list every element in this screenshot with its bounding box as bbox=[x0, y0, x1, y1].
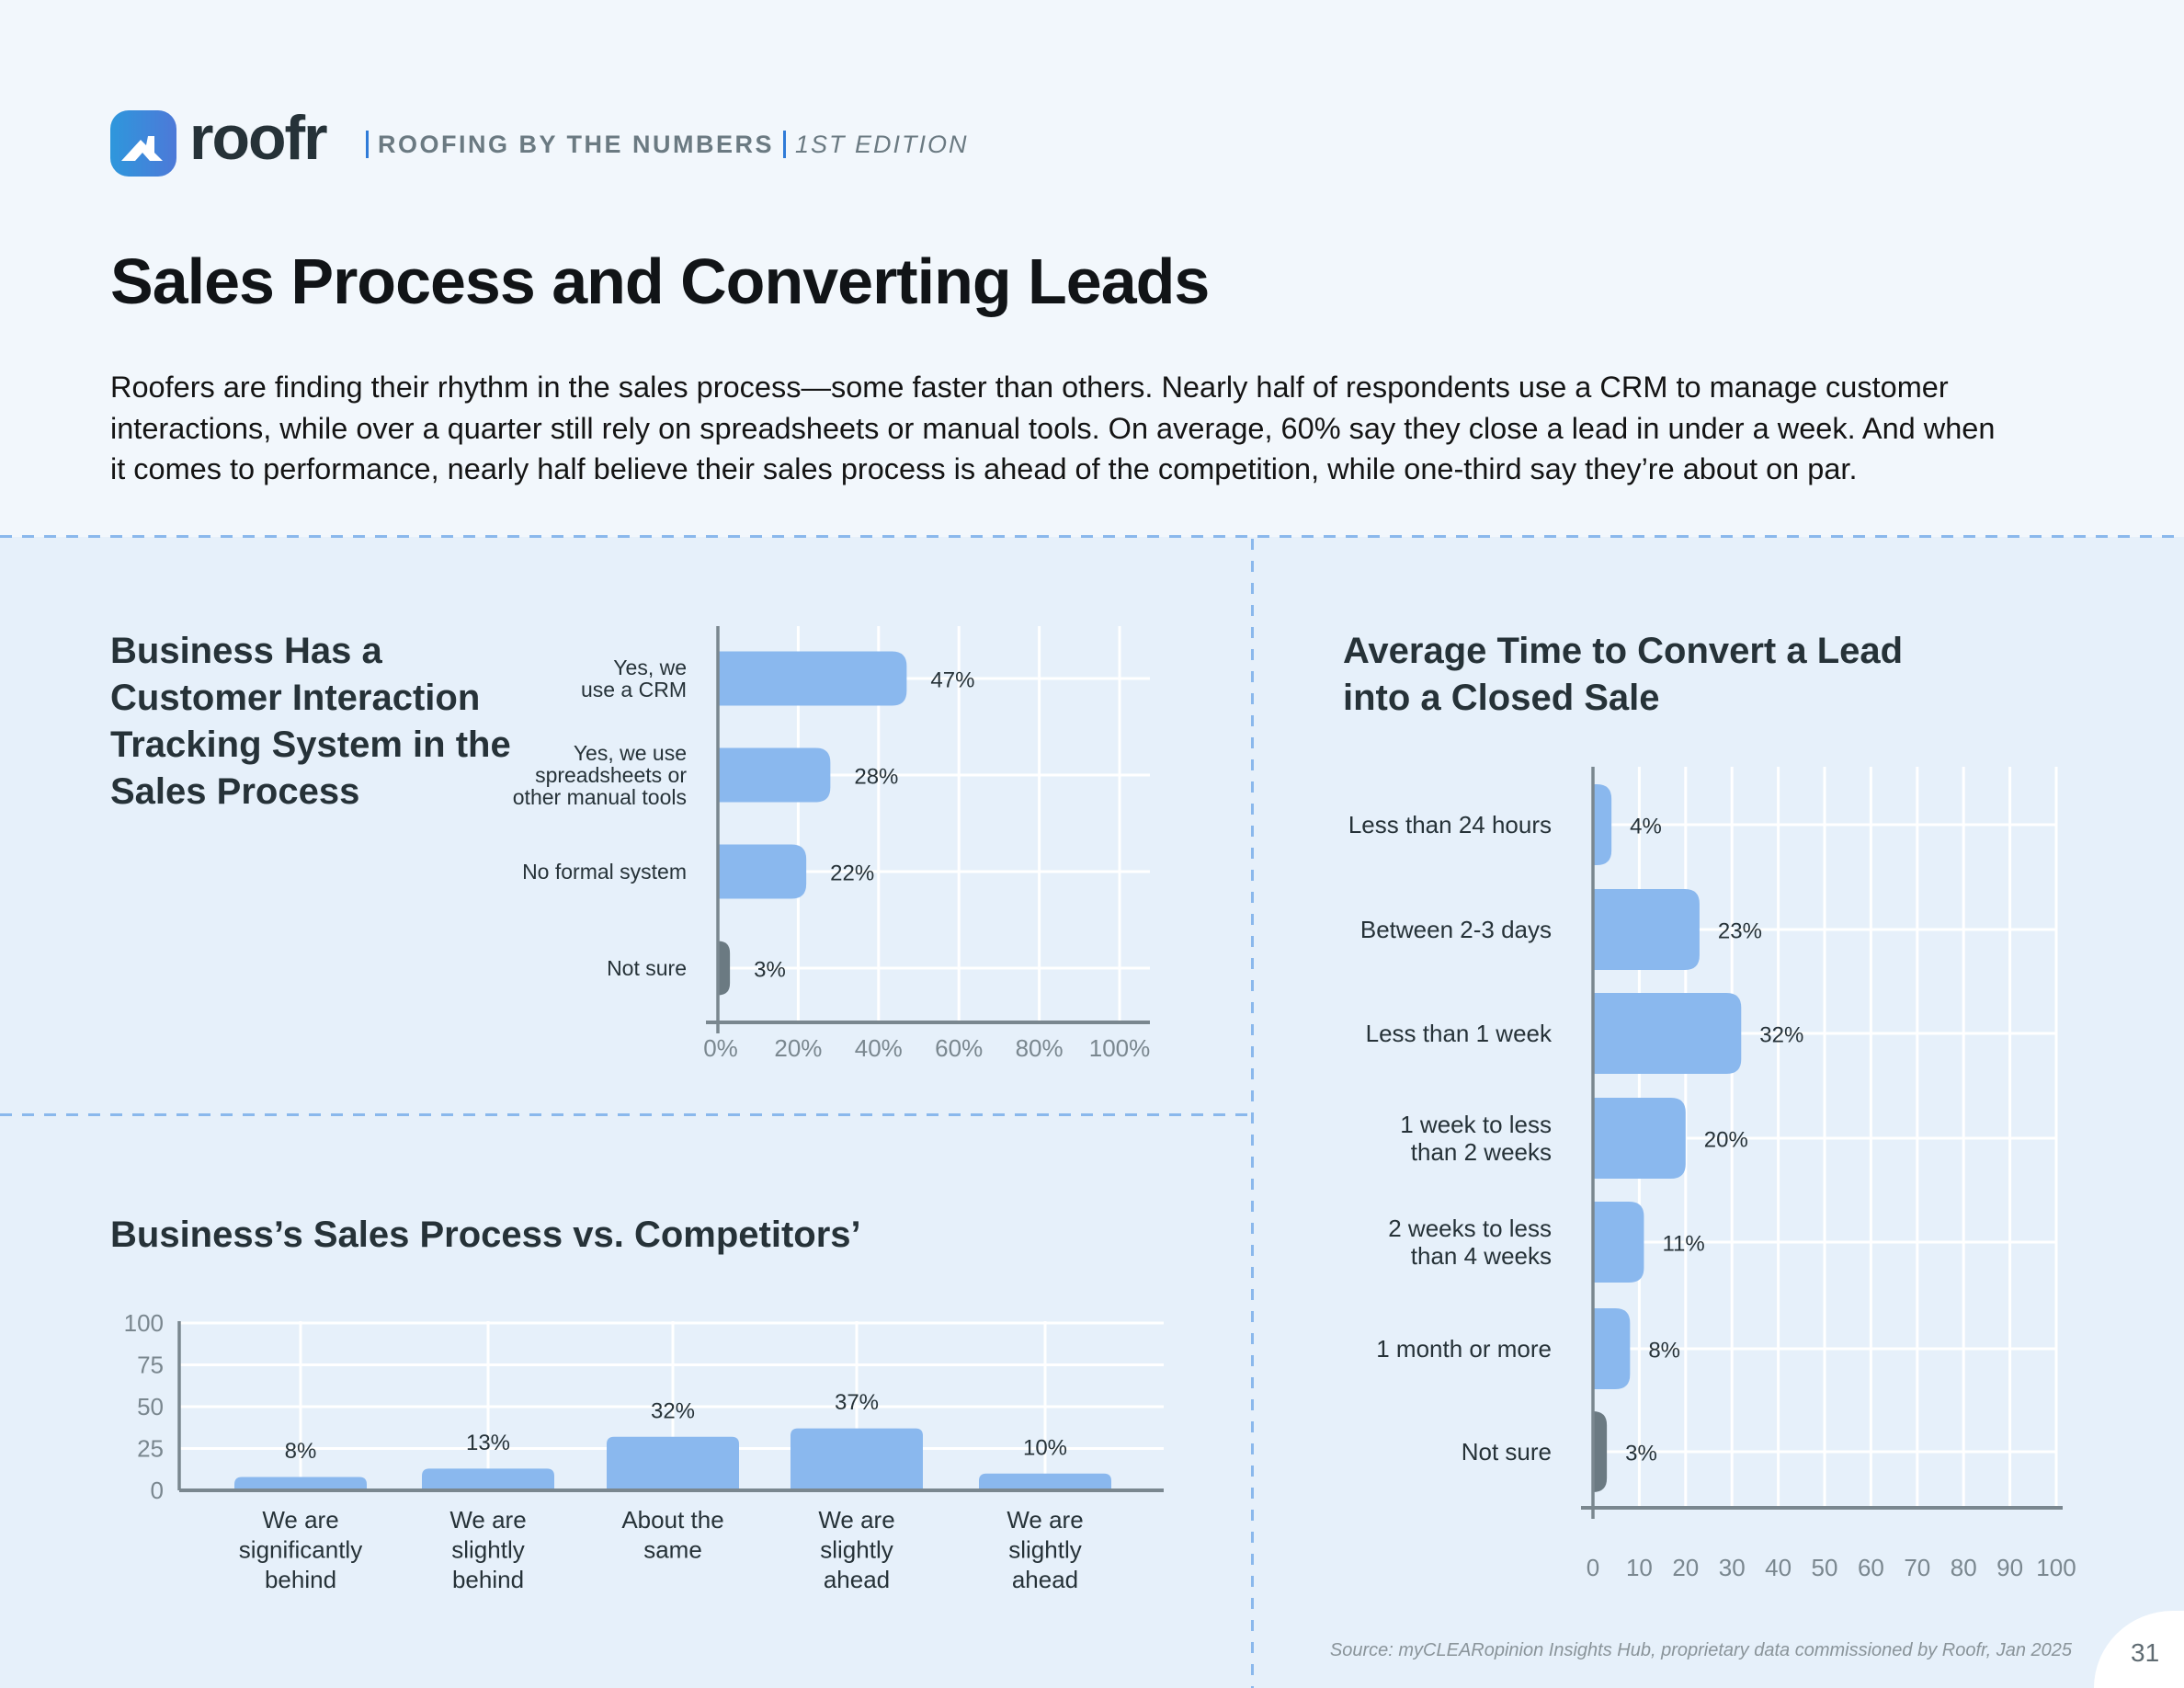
category-label: Yes, we use a CRM bbox=[581, 656, 687, 701]
section-divider bbox=[1251, 539, 1254, 1688]
x-tick-label: 0% bbox=[703, 1034, 738, 1062]
page-title: Sales Process and Converting Leads bbox=[110, 245, 1210, 317]
bar bbox=[1593, 1098, 1686, 1179]
data-label: 3% bbox=[1625, 1442, 1657, 1466]
data-label: 37% bbox=[835, 1390, 879, 1415]
x-tick-label: 50 bbox=[1812, 1554, 1838, 1581]
category-label: We are significantly behind bbox=[239, 1506, 362, 1593]
x-tick-label: 60 bbox=[1858, 1554, 1884, 1581]
category-label: No formal system bbox=[522, 860, 687, 884]
bar bbox=[1593, 993, 1742, 1074]
y-tick-label: 25 bbox=[137, 1435, 164, 1463]
bar bbox=[718, 844, 807, 899]
x-tick-label: 10 bbox=[1626, 1554, 1653, 1581]
data-label: 3% bbox=[754, 958, 786, 983]
x-tick-label: 100 bbox=[2036, 1554, 2076, 1581]
category-label: We are slightly behind bbox=[449, 1506, 526, 1593]
bar bbox=[1593, 1411, 1608, 1492]
section-divider bbox=[0, 1113, 1252, 1116]
header-band bbox=[0, 0, 2184, 537]
y-tick-label: 0 bbox=[151, 1477, 164, 1504]
source-note: Source: myCLEARopinion Insights Hub, pro… bbox=[1329, 1640, 2072, 1660]
category-label: 1 week to less than 2 weeks bbox=[1400, 1111, 1552, 1166]
category-label: 1 month or more bbox=[1376, 1335, 1552, 1363]
y-tick-label: 100 bbox=[124, 1309, 164, 1337]
bar bbox=[234, 1477, 367, 1490]
data-label: 11% bbox=[1662, 1232, 1704, 1257]
x-tick-label: 60% bbox=[935, 1034, 983, 1062]
data-label: 4% bbox=[1630, 815, 1662, 839]
data-label: 28% bbox=[854, 765, 898, 790]
data-label: 8% bbox=[285, 1439, 317, 1464]
x-tick-label: 20% bbox=[774, 1034, 822, 1062]
x-tick-label: 80 bbox=[1951, 1554, 1977, 1581]
x-tick-label: 30 bbox=[1719, 1554, 1746, 1581]
bar bbox=[718, 941, 731, 996]
bar bbox=[1593, 784, 1612, 865]
data-label: 32% bbox=[1759, 1023, 1803, 1048]
page-number: 31 bbox=[2131, 1638, 2160, 1667]
x-tick-label: 100% bbox=[1089, 1034, 1151, 1062]
house-roof-icon bbox=[110, 110, 176, 177]
x-tick-label: 40% bbox=[855, 1034, 903, 1062]
series-name: ROOFING BY THE NUMBERS bbox=[378, 130, 775, 158]
divider bbox=[783, 131, 787, 158]
chart-title-time-to-convert: Average Time to Convert a Lead into a Cl… bbox=[1343, 631, 1904, 718]
bar bbox=[979, 1473, 1111, 1490]
bar bbox=[422, 1468, 554, 1490]
category-label: We are slightly ahead bbox=[818, 1506, 894, 1593]
bar bbox=[791, 1428, 923, 1490]
divider bbox=[366, 131, 369, 158]
data-label: 10% bbox=[1023, 1435, 1067, 1460]
x-tick-label: 40 bbox=[1765, 1554, 1792, 1581]
data-label: 22% bbox=[830, 861, 874, 886]
category-label: Not sure bbox=[1462, 1438, 1552, 1466]
intro-paragraph: Roofers are finding their rhythm in the … bbox=[110, 371, 1996, 485]
y-tick-label: 75 bbox=[137, 1352, 164, 1379]
bar bbox=[607, 1436, 739, 1490]
chart-title-tracking-system: Business Has a Customer Interaction Trac… bbox=[110, 631, 511, 812]
data-label: 47% bbox=[930, 668, 974, 693]
roofr-logo: roofr bbox=[110, 103, 328, 177]
category-label: Yes, we use spreadsheets or other manual t… bbox=[513, 741, 688, 809]
category-label: Not sure bbox=[607, 956, 687, 980]
x-tick-label: 70 bbox=[1904, 1554, 1930, 1581]
category-label: We are slightly ahead bbox=[1007, 1506, 1083, 1593]
brand-wordmark: roofr bbox=[189, 103, 328, 173]
category-label: Less than 1 week bbox=[1366, 1020, 1553, 1047]
y-tick-label: 50 bbox=[137, 1393, 164, 1420]
data-label: 13% bbox=[466, 1431, 510, 1455]
bar bbox=[718, 747, 831, 803]
x-tick-label: 80% bbox=[1016, 1034, 1064, 1062]
chart-title-vs-competitors: Business’s Sales Process vs. Competitors… bbox=[110, 1215, 861, 1255]
data-label: 20% bbox=[1704, 1128, 1748, 1153]
category-label: Less than 24 hours bbox=[1348, 811, 1552, 838]
data-label: 23% bbox=[1718, 919, 1762, 944]
edition-label: 1ST EDITION bbox=[795, 130, 969, 158]
x-tick-label: 90 bbox=[1996, 1554, 2023, 1581]
x-tick-label: 0 bbox=[1587, 1554, 1599, 1581]
bar bbox=[1593, 1308, 1631, 1389]
bar bbox=[1593, 889, 1700, 970]
data-label: 32% bbox=[651, 1398, 695, 1423]
data-label: 8% bbox=[1648, 1339, 1680, 1363]
bar bbox=[718, 651, 907, 706]
category-label: Between 2-3 days bbox=[1360, 916, 1552, 943]
publication-tagline: ROOFING BY THE NUMBERS 1ST EDITION bbox=[366, 129, 969, 160]
category-label: About the same bbox=[621, 1506, 723, 1564]
section-divider bbox=[0, 535, 2184, 538]
category-label: 2 weeks to less than 4 weeks bbox=[1388, 1215, 1552, 1270]
bar bbox=[1593, 1202, 1644, 1283]
x-tick-label: 20 bbox=[1672, 1554, 1699, 1581]
